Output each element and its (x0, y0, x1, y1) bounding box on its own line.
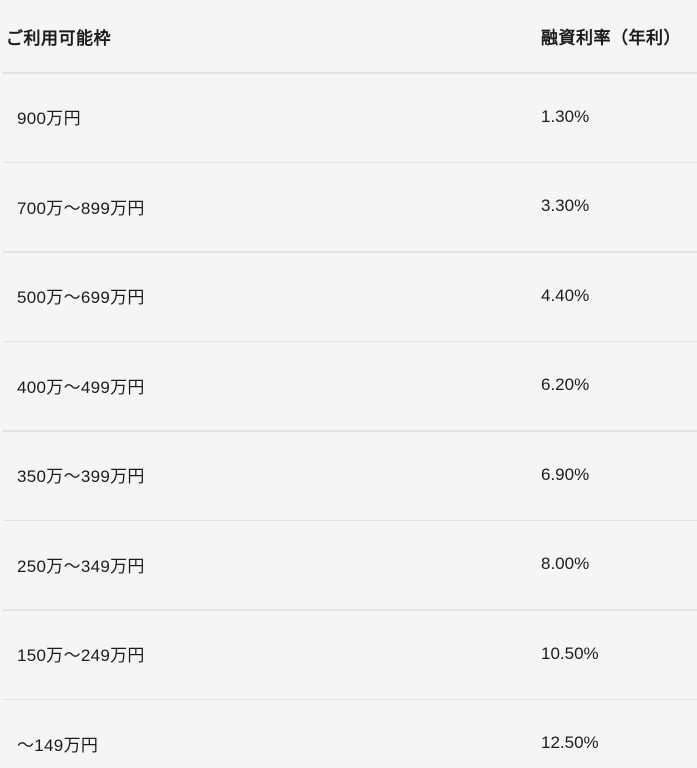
header-interest-rate: 融資利率（年利） (541, 28, 681, 48)
table-row: 900万円 1.30% (0, 72, 697, 162)
interest-rate-value: 1.30% (541, 106, 590, 126)
interest-rate-value: 12.50% (541, 733, 599, 753)
credit-limit-value: 500万〜699万円 (17, 288, 145, 308)
table-row: 150万〜249万円 10.50% (0, 609, 697, 699)
interest-rate-value: 10.50% (541, 643, 599, 663)
table-row: 500万〜699万円 4.40% (0, 251, 697, 341)
credit-limit-value: 350万〜399万円 (17, 467, 145, 487)
table-row: 350万〜399万円 6.90% (0, 430, 697, 520)
interest-rate-value: 3.30% (541, 196, 590, 216)
credit-limit-value: 250万〜349万円 (17, 556, 145, 576)
table-row: 〜149万円 12.50% (0, 698, 697, 768)
rate-table-body: 900万円 1.30% 700万〜899万円 3.30% 500万〜699万円 … (0, 72, 697, 768)
interest-rate-value: 8.00% (541, 554, 590, 574)
table-row: 400万〜499万円 6.20% (0, 340, 697, 431)
credit-limit-value: 700万〜899万円 (17, 198, 145, 218)
header-credit-limit: ご利用可能枠 (6, 28, 111, 48)
interest-rate-value: 4.40% (541, 285, 590, 305)
interest-rate-value: 6.20% (541, 375, 590, 395)
credit-limit-value: 〜149万円 (17, 735, 99, 755)
credit-limit-value: 900万円 (17, 109, 81, 129)
credit-limit-value: 400万〜499万円 (17, 377, 145, 397)
interest-rate-value: 6.90% (541, 464, 590, 484)
table-header-row: ご利用可能枠 融資利率（年利） (0, 0, 697, 72)
credit-limit-value: 150万〜249万円 (17, 646, 145, 666)
table-row: 250万〜349万円 8.00% (0, 519, 697, 610)
table-row: 700万〜899万円 3.30% (0, 161, 697, 252)
